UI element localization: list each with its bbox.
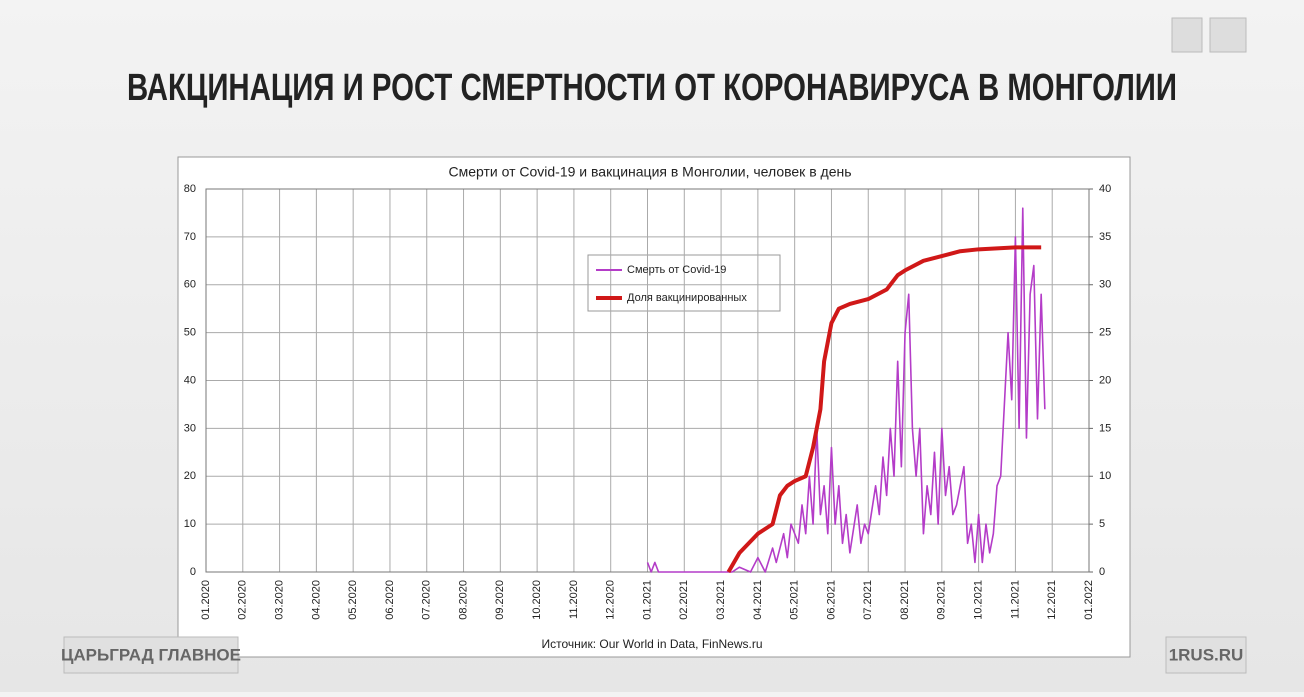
y2-tick-label: 5 <box>1099 518 1105 530</box>
x-tick-label: 03.2020 <box>273 580 285 620</box>
brand-box <box>63 636 239 674</box>
x-tick-label: 04.2020 <box>310 580 322 620</box>
x-tick-label: 02.2021 <box>678 580 690 620</box>
x-tick-label: 12.2020 <box>605 580 617 620</box>
x-tick-label: 09.2020 <box>494 580 506 620</box>
chart-title: Смерти от Covid-19 и вакцинация в Монгол… <box>448 164 851 180</box>
x-tick-label: 01.2021 <box>641 580 653 620</box>
x-tick-label: 07.2021 <box>862 580 874 620</box>
y2-tick-label: 20 <box>1099 374 1111 386</box>
x-tick-label: 12.2021 <box>1046 580 1058 620</box>
x-tick-label: 10.2020 <box>531 580 543 620</box>
chart-frame <box>177 156 1131 658</box>
y2-tick-label: 15 <box>1099 422 1111 434</box>
y-tick-label: 80 <box>184 183 196 195</box>
x-tick-label: 02.2020 <box>237 580 249 620</box>
x-tick-label: 06.2020 <box>384 580 396 620</box>
legend-label: Смерть от Covid-19 <box>627 264 726 276</box>
channel-logo <box>1209 17 1247 53</box>
y2-tick-label: 10 <box>1099 470 1111 482</box>
y-tick-label: 0 <box>190 566 196 578</box>
y2-tick-label: 0 <box>1099 566 1105 578</box>
x-tick-label: 08.2021 <box>899 580 911 620</box>
x-tick-label: 05.2020 <box>347 580 359 620</box>
y2-tick-label: 35 <box>1099 231 1111 243</box>
headline: ВАКЦИНАЦИЯ И РОСТ СМЕРТНОСТИ ОТ КОРОНАВИ… <box>127 67 1177 109</box>
y-tick-label: 40 <box>184 374 196 386</box>
x-tick-label: 07.2020 <box>421 580 433 620</box>
y-tick-label: 10 <box>184 518 196 530</box>
x-tick-label: 01.2022 <box>1083 580 1095 620</box>
x-tick-label: 01.2020 <box>200 580 212 620</box>
x-tick-label: 10.2021 <box>973 580 985 620</box>
y-tick-label: 20 <box>184 470 196 482</box>
y-tick-label: 70 <box>184 231 196 243</box>
y-tick-label: 50 <box>184 327 196 339</box>
legend-label: Доля вакцинированных <box>627 292 747 304</box>
x-tick-label: 11.2021 <box>1009 580 1021 619</box>
y2-tick-label: 40 <box>1099 183 1111 195</box>
chart-source: Источник: Our World in Data, FinNews.ru <box>541 637 762 651</box>
x-tick-label: 05.2021 <box>789 580 801 620</box>
y-tick-label: 30 <box>184 422 196 434</box>
brand-left: ЦАРЬГРАД ГЛАВНОЕ <box>61 645 241 664</box>
y2-tick-label: 30 <box>1099 279 1111 291</box>
x-tick-label: 08.2020 <box>457 580 469 620</box>
plot-border <box>205 188 1090 573</box>
brand-box <box>1165 636 1247 674</box>
x-tick-label: 11.2020 <box>568 580 580 619</box>
y2-tick-label: 25 <box>1099 327 1111 339</box>
x-tick-label: 06.2021 <box>825 580 837 620</box>
x-tick-label: 03.2021 <box>715 580 727 620</box>
series-line <box>726 245 1042 573</box>
y-tick-label: 60 <box>184 279 196 291</box>
brand-right: 1RUS.RU <box>1169 645 1244 664</box>
x-tick-label: 04.2021 <box>752 580 764 620</box>
x-tick-label: 09.2021 <box>936 580 948 620</box>
emblem <box>1171 17 1203 53</box>
series-line <box>646 207 1046 573</box>
